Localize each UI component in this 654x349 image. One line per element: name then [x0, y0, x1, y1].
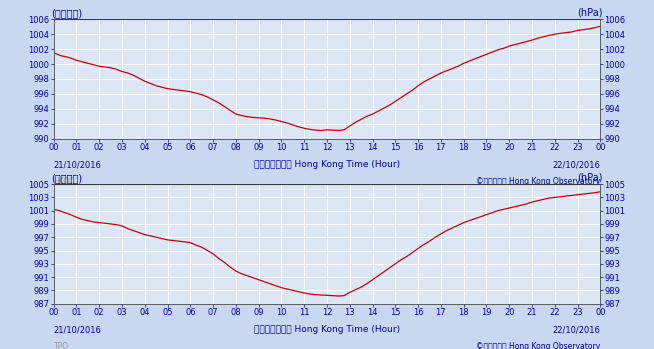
Text: (百帕斯卡): (百帕斯卡) — [51, 173, 82, 183]
Text: (hPa): (hPa) — [577, 173, 603, 183]
Text: 22/10/2016: 22/10/2016 — [553, 160, 600, 169]
Text: TPO: TPO — [54, 342, 69, 349]
Text: 22/10/2016: 22/10/2016 — [553, 325, 600, 334]
Text: (hPa): (hPa) — [577, 8, 603, 18]
Text: HKOC: HKOC — [54, 177, 75, 186]
Text: (百帕斯卡): (百帕斯卡) — [51, 8, 82, 18]
Text: 21/10/2016: 21/10/2016 — [54, 160, 101, 169]
Text: 21/10/2016: 21/10/2016 — [54, 325, 101, 334]
Text: 香港時間（時） Hong Kong Time (Hour): 香港時間（時） Hong Kong Time (Hour) — [254, 160, 400, 169]
Text: 香港時間（時） Hong Kong Time (Hour): 香港時間（時） Hong Kong Time (Hour) — [254, 325, 400, 334]
Text: ©香港天文台 Hong Kong Observatory: ©香港天文台 Hong Kong Observatory — [476, 342, 600, 349]
Text: ©香港天文台 Hong Kong Observatory: ©香港天文台 Hong Kong Observatory — [476, 177, 600, 186]
